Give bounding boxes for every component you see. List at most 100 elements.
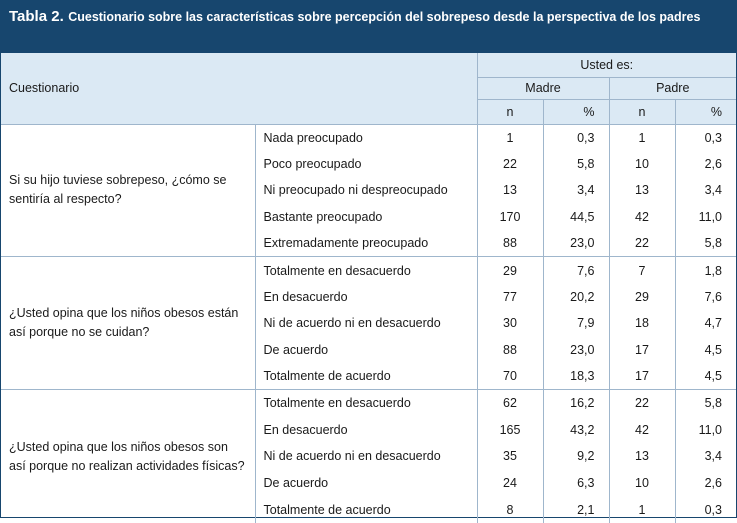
table-row: Ni de acuerdo ni en desacuerdo 30 7,9 18 4,7 <box>1 310 736 337</box>
madre-n-cell: 88 <box>476 230 543 257</box>
table-row: Poco preocupado 22 5,8 10 2,6 <box>1 150 736 178</box>
answer-cell: Ni preocupado ni despreocupado <box>254 177 477 204</box>
madre-n-cell: 29 <box>476 256 543 284</box>
madre-pct-cell: 5,8 <box>542 150 609 178</box>
madre-pct-cell: 7,6 <box>542 256 609 284</box>
table-label: Tabla 2. <box>9 8 64 25</box>
answer-cell: De acuerdo <box>254 336 477 364</box>
answer-cell: Ni de acuerdo ni en desacuerdo <box>254 443 477 470</box>
answer-cell: Totalmente de acuerdo <box>254 363 477 390</box>
padre-n-cell: 7 <box>608 256 675 284</box>
madre-n-cell: 13 <box>476 177 543 204</box>
question-cell: ¿Usted opina que los niños obesos están … <box>1 256 255 390</box>
answer-cell: Poco preocupado <box>254 150 477 178</box>
padre-pct-cell: 3,4 <box>674 177 736 204</box>
answer-cell: Extremadamente preocupado <box>254 230 477 257</box>
padre-pct-cell: 7,6 <box>674 283 736 311</box>
header-madre: Madre <box>476 77 609 100</box>
madre-pct-cell: 16,2 <box>542 389 609 417</box>
padre-n-cell: 29 <box>608 283 675 311</box>
madre-pct-cell: 20,2 <box>542 283 609 311</box>
madre-n-cell: 77 <box>476 283 543 311</box>
padre-pct-cell: 0,3 <box>674 496 736 523</box>
table-row: En desacuerdo 77 20,2 29 7,6 <box>1 283 736 311</box>
madre-pct-cell: 9,2 <box>542 443 609 470</box>
padre-pct-cell: 11,0 <box>674 203 736 231</box>
madre-n-cell: 30 <box>476 310 543 337</box>
padre-n-cell: 13 <box>608 177 675 204</box>
padre-pct-cell: 11,0 <box>674 416 736 444</box>
answer-cell: De acuerdo <box>254 469 477 497</box>
table-body: Si su hijo tuviese sobrepeso, ¿cómo se s… <box>1 123 736 523</box>
padre-n-cell: 10 <box>608 469 675 497</box>
question-cell: Si su hijo tuviese sobrepeso, ¿cómo se s… <box>1 123 255 257</box>
table-row: Bastante preocupado 170 44,5 42 11,0 <box>1 203 736 231</box>
madre-n-cell: 170 <box>476 203 543 231</box>
padre-n-cell: 42 <box>608 416 675 444</box>
question-cell: ¿Usted opina que los niños obesos son as… <box>1 389 255 523</box>
madre-pct-cell: 23,0 <box>542 230 609 257</box>
header-usted-es: Usted es: <box>476 53 736 78</box>
padre-pct-cell: 5,8 <box>674 230 736 257</box>
padre-n-cell: 42 <box>608 203 675 231</box>
padre-pct-cell: 5,8 <box>674 389 736 417</box>
padre-pct-cell: 4,5 <box>674 336 736 364</box>
table-row: De acuerdo 24 6,3 10 2,6 <box>1 469 736 497</box>
madre-pct-cell: 44,5 <box>542 203 609 231</box>
madre-pct-cell: 0,3 <box>542 123 609 151</box>
madre-pct-cell: 6,3 <box>542 469 609 497</box>
table-row: ¿Usted opina que los niños obesos son as… <box>1 389 736 523</box>
answer-cell: Ni de acuerdo ni en desacuerdo <box>254 310 477 337</box>
table-row: Si su hijo tuviese sobrepeso, ¿cómo se s… <box>1 123 736 257</box>
header-madre-n: n <box>476 99 543 124</box>
table-caption: Cuestionario sobre las características s… <box>68 10 701 24</box>
table-title: Tabla 2. Cuestionario sobre las caracter… <box>1 1 736 53</box>
padre-n-cell: 10 <box>608 150 675 178</box>
madre-pct-cell: 43,2 <box>542 416 609 444</box>
padre-n-cell: 17 <box>608 363 675 390</box>
header-madre-pct: % <box>542 99 609 124</box>
padre-n-cell: 13 <box>608 443 675 470</box>
madre-n-cell: 8 <box>476 496 543 523</box>
padre-n-cell: 1 <box>608 496 675 523</box>
data-table: Cuestionario Usted es: Madre Padre n % n… <box>1 53 736 523</box>
madre-n-cell: 62 <box>476 389 543 417</box>
madre-n-cell: 24 <box>476 469 543 497</box>
table-row: Totalmente de acuerdo 70 18,3 17 4,5 <box>1 363 736 390</box>
padre-n-cell: 22 <box>608 389 675 417</box>
padre-pct-cell: 3,4 <box>674 443 736 470</box>
padre-pct-cell: 4,7 <box>674 310 736 337</box>
madre-n-cell: 35 <box>476 443 543 470</box>
madre-n-cell: 88 <box>476 336 543 364</box>
header-padre: Padre <box>608 77 736 100</box>
padre-pct-cell: 2,6 <box>674 469 736 497</box>
answer-cell: Totalmente en desacuerdo <box>254 389 477 417</box>
table-row: ¿Usted opina que los niños obesos están … <box>1 256 736 390</box>
answer-cell: Bastante preocupado <box>254 203 477 231</box>
table-row: En desacuerdo 165 43,2 42 11,0 <box>1 416 736 444</box>
table-row: Ni preocupado ni despreocupado 13 3,4 13 3,4 <box>1 177 736 204</box>
padre-pct-cell: 2,6 <box>674 150 736 178</box>
answer-cell: En desacuerdo <box>254 283 477 311</box>
header-padre-pct: % <box>674 99 736 124</box>
answer-cell: Totalmente en desacuerdo <box>254 256 477 284</box>
answer-cell: Totalmente de acuerdo <box>254 496 477 523</box>
table-row: Extremadamente preocupado 88 23,0 22 5,8 <box>1 230 736 257</box>
madre-n-cell: 22 <box>476 150 543 178</box>
padre-n-cell: 1 <box>608 123 675 151</box>
padre-pct-cell: 0,3 <box>674 123 736 151</box>
madre-pct-cell: 18,3 <box>542 363 609 390</box>
madre-pct-cell: 2,1 <box>542 496 609 523</box>
padre-pct-cell: 4,5 <box>674 363 736 390</box>
padre-n-cell: 18 <box>608 310 675 337</box>
padre-pct-cell: 1,8 <box>674 256 736 284</box>
padre-n-cell: 17 <box>608 336 675 364</box>
madre-pct-cell: 23,0 <box>542 336 609 364</box>
answer-cell: Nada preocupado <box>254 123 477 151</box>
madre-pct-cell: 3,4 <box>542 177 609 204</box>
madre-n-cell: 1 <box>476 123 543 151</box>
madre-n-cell: 70 <box>476 363 543 390</box>
padre-n-cell: 22 <box>608 230 675 257</box>
header-cuestionario: Cuestionario <box>1 53 477 124</box>
